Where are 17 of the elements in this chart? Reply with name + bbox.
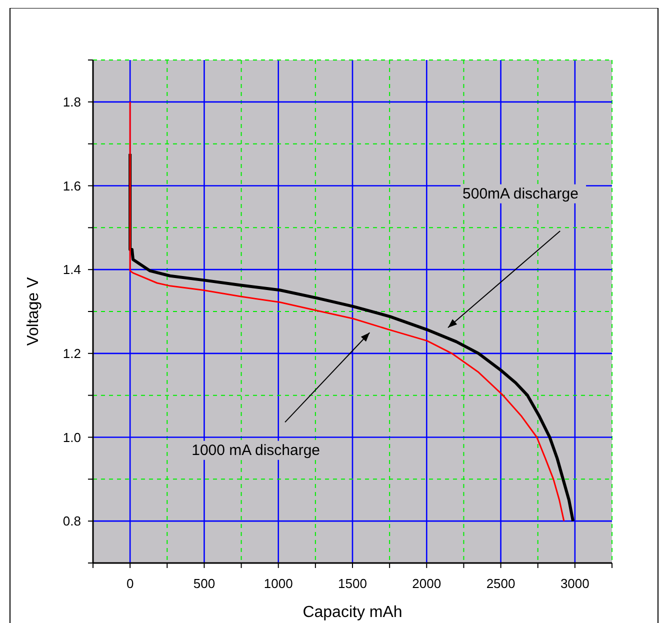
annotation: 500mA discharge xyxy=(462,185,578,202)
x-tick-label: 1500 xyxy=(338,576,367,591)
y-tick-label: 1.2 xyxy=(62,346,81,361)
x-tick-label: 0 xyxy=(126,576,134,591)
x-axis-title: Capacity mAh xyxy=(302,604,402,621)
x-tick-label: 1000 xyxy=(264,576,293,591)
y-tick-label: 1.6 xyxy=(62,178,81,194)
y-tick-label: 1.4 xyxy=(62,262,81,278)
x-tick-label: 3000 xyxy=(560,576,590,591)
y-tick-label: 0.8 xyxy=(62,514,81,529)
x-tick-label: 500 xyxy=(193,576,216,591)
x-tick-label: 2000 xyxy=(412,576,442,591)
y-tick-label: 1.8 xyxy=(62,94,81,110)
y-axis-title: Voltage V xyxy=(25,276,42,346)
annotation: 1000 mA discharge xyxy=(192,442,320,459)
x-tick-label: 2500 xyxy=(486,576,516,591)
y-tick-label: 1.0 xyxy=(62,430,81,445)
